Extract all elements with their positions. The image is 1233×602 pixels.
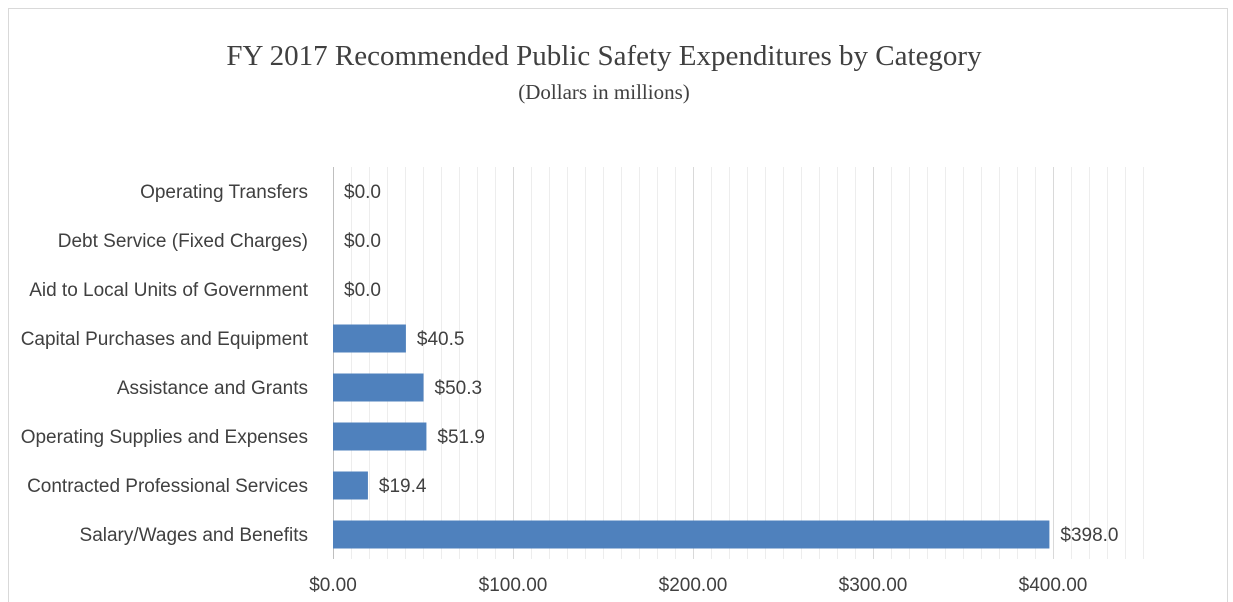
chart-title: FY 2017 Recommended Public Safety Expend… — [226, 40, 982, 72]
category-label: Capital Purchases and Equipment — [21, 329, 309, 350]
data-label: $40.5 — [417, 329, 465, 350]
bar — [333, 422, 427, 451]
data-label: $0.0 — [344, 231, 381, 252]
category-label: Operating Supplies and Expenses — [21, 427, 308, 448]
data-labels: $0.0 $0.0 $0.0 $40.5 $50.3 $51.9 $19.4 $398.0 — [344, 182, 1119, 546]
x-tick-label: $300.00 — [839, 575, 908, 596]
x-axis-tick-labels: $0.00 $100.00 $200.00 $300.00 $400.00 — [309, 575, 1087, 596]
bar — [333, 324, 406, 353]
bars — [333, 324, 1050, 549]
data-label: $398.0 — [1060, 525, 1118, 546]
category-label: Assistance and Grants — [117, 378, 308, 399]
x-tick-label: $100.00 — [479, 575, 548, 596]
x-tick-label: $0.00 — [309, 575, 357, 596]
x-tick-label: $200.00 — [659, 575, 728, 596]
data-label: $19.4 — [379, 476, 427, 497]
data-label: $51.9 — [437, 427, 485, 448]
x-tick-label: $400.00 — [1019, 575, 1088, 596]
category-label: Debt Service (Fixed Charges) — [58, 231, 308, 252]
bar — [333, 471, 368, 500]
data-label: $0.0 — [344, 182, 381, 203]
bar — [333, 520, 1050, 549]
category-label: Operating Transfers — [140, 182, 308, 203]
data-label: $0.0 — [344, 280, 381, 301]
category-label: Aid to Local Units of Government — [29, 280, 309, 301]
chart-subtitle: (Dollars in millions) — [518, 80, 690, 104]
category-label: Contracted Professional Services — [27, 476, 308, 497]
category-label: Salary/Wages and Benefits — [80, 525, 308, 546]
bar — [333, 373, 424, 402]
gridlines — [351, 167, 1144, 559]
data-label: $50.3 — [435, 378, 483, 399]
chart-border — [8, 8, 1228, 602]
category-labels: Operating Transfers Debt Service (Fixed C… — [21, 182, 309, 546]
